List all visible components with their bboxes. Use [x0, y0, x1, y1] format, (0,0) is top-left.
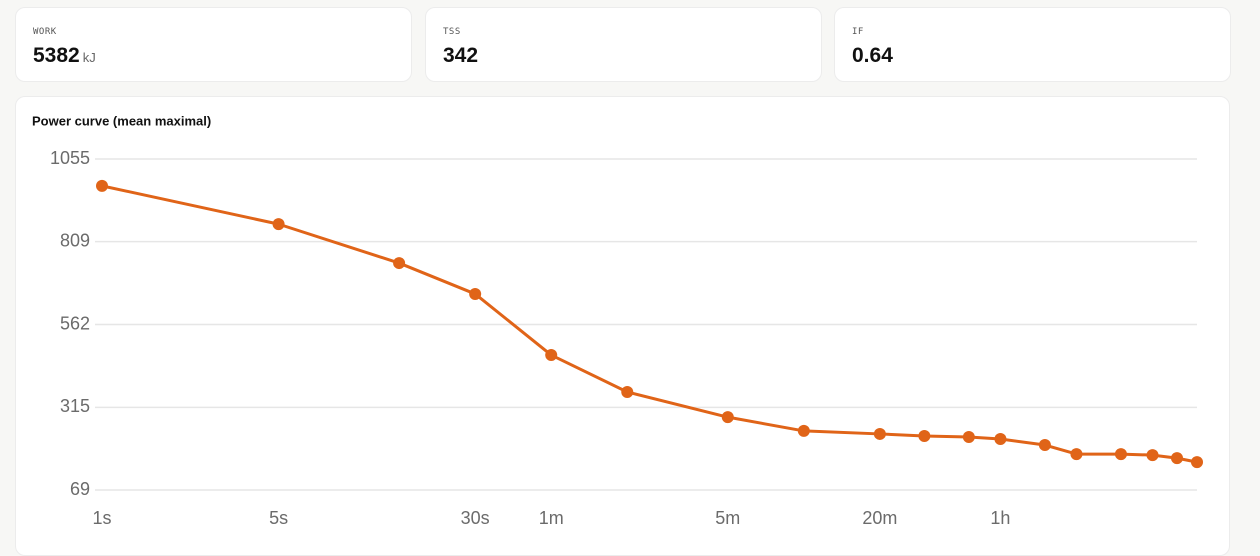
- stat-card: WORK 5382 kJ: [15, 7, 412, 82]
- x-tick-label: 5s: [269, 508, 288, 528]
- stat-label: TSS: [443, 27, 461, 37]
- y-tick-label: 69: [70, 479, 90, 499]
- stat-value: 0.64: [852, 44, 893, 67]
- point: [721, 411, 734, 424]
- point: [393, 257, 406, 270]
- unit: kJ: [82, 50, 96, 65]
- chart: Power curve (mean maximal) 69 315 562 809 10…: [32, 113, 1203, 528]
- stat-value: 5382 kJ: [33, 44, 96, 68]
- page: WORK 5382 kJ TSS 342 IF 0.64 Power curve …: [15, 7, 1231, 556]
- stat-card: IF 0.64: [834, 7, 1231, 82]
- point: [1114, 448, 1127, 461]
- point: [994, 432, 1007, 445]
- y-tick-label: 1055: [50, 148, 90, 168]
- stat-card: TSS 342: [425, 7, 822, 82]
- value: 5382: [33, 44, 80, 67]
- point: [797, 424, 810, 437]
- point: [272, 218, 285, 231]
- point: [1038, 439, 1051, 452]
- y-tick-label: 809: [60, 230, 90, 250]
- stat-label: WORK: [33, 27, 57, 37]
- point: [873, 427, 886, 440]
- point: [1170, 452, 1183, 465]
- x-tick-label: 5m: [715, 508, 740, 528]
- stat-value: 342: [443, 44, 479, 67]
- point: [469, 287, 482, 300]
- x-tick-label: 1h: [990, 508, 1010, 528]
- point: [962, 430, 975, 443]
- point: [1070, 448, 1083, 461]
- stat-label: IF: [852, 27, 864, 37]
- point: [1191, 456, 1203, 469]
- x-tick-label: 1m: [539, 508, 564, 528]
- x-tick-label: 20m: [862, 508, 897, 528]
- x-tick-label: 30s: [461, 508, 490, 528]
- y-tick-label: 562: [60, 313, 90, 333]
- point: [1146, 449, 1159, 462]
- point: [545, 349, 558, 362]
- y-tick-label: 315: [60, 396, 90, 416]
- point: [621, 385, 634, 398]
- x-tick-label: 1s: [92, 508, 111, 528]
- point: [96, 179, 108, 192]
- point: [918, 429, 931, 442]
- chart-title: Power curve (mean maximal): [32, 113, 211, 128]
